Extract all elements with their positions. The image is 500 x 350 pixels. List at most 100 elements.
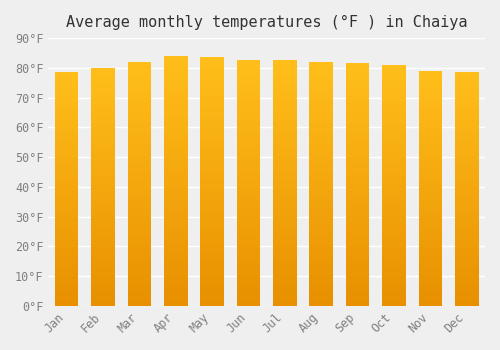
- Bar: [382, 201, 406, 203]
- Bar: [91, 264, 115, 267]
- Bar: [455, 265, 478, 268]
- Bar: [346, 115, 370, 118]
- Bar: [128, 96, 151, 98]
- Bar: [91, 163, 115, 166]
- Bar: [128, 175, 151, 178]
- Bar: [128, 303, 151, 306]
- Bar: [54, 280, 78, 282]
- Bar: [418, 150, 442, 153]
- Bar: [236, 226, 260, 229]
- Bar: [164, 212, 188, 215]
- Bar: [91, 261, 115, 264]
- Bar: [418, 247, 442, 250]
- Bar: [273, 91, 296, 94]
- Bar: [455, 84, 478, 87]
- Bar: [164, 84, 188, 87]
- Bar: [164, 125, 188, 128]
- Bar: [91, 214, 115, 217]
- Bar: [128, 294, 151, 297]
- Bar: [128, 285, 151, 288]
- Bar: [455, 72, 478, 75]
- Bar: [418, 224, 442, 226]
- Bar: [91, 83, 115, 86]
- Bar: [164, 156, 188, 159]
- Bar: [273, 281, 296, 284]
- Bar: [382, 264, 406, 267]
- Bar: [418, 265, 442, 268]
- Bar: [91, 148, 115, 151]
- Bar: [346, 109, 370, 112]
- Bar: [91, 172, 115, 175]
- Bar: [236, 241, 260, 245]
- Bar: [54, 230, 78, 233]
- Bar: [273, 300, 296, 303]
- Bar: [128, 80, 151, 83]
- Bar: [54, 102, 78, 104]
- Bar: [273, 122, 296, 125]
- Bar: [273, 85, 296, 88]
- Bar: [128, 193, 151, 196]
- Bar: [346, 200, 370, 203]
- Bar: [91, 92, 115, 94]
- Bar: [310, 248, 333, 251]
- Bar: [418, 186, 442, 188]
- Bar: [273, 269, 296, 272]
- Bar: [54, 116, 78, 119]
- Bar: [418, 253, 442, 256]
- Bar: [455, 271, 478, 274]
- Bar: [200, 163, 224, 166]
- Bar: [418, 174, 442, 177]
- Bar: [164, 121, 188, 125]
- Bar: [310, 162, 333, 166]
- Bar: [236, 128, 260, 131]
- Bar: [455, 294, 478, 297]
- Bar: [200, 281, 224, 284]
- Bar: [418, 268, 442, 271]
- Bar: [91, 225, 115, 229]
- Bar: [91, 100, 115, 104]
- Bar: [346, 118, 370, 121]
- Bar: [310, 285, 333, 288]
- Bar: [418, 203, 442, 206]
- Bar: [236, 82, 260, 85]
- Bar: [164, 234, 188, 237]
- Bar: [164, 59, 188, 62]
- Bar: [200, 296, 224, 300]
- Bar: [54, 218, 78, 221]
- Bar: [310, 226, 333, 230]
- Bar: [418, 282, 442, 285]
- Bar: [91, 252, 115, 255]
- Bar: [346, 154, 370, 158]
- Bar: [346, 72, 370, 76]
- Bar: [382, 209, 406, 212]
- Bar: [54, 236, 78, 239]
- Bar: [164, 262, 188, 265]
- Bar: [273, 94, 296, 97]
- Bar: [418, 127, 442, 130]
- Bar: [236, 85, 260, 88]
- Bar: [91, 94, 115, 98]
- Bar: [310, 108, 333, 111]
- Bar: [128, 275, 151, 278]
- Bar: [346, 173, 370, 176]
- Bar: [91, 187, 115, 190]
- Bar: [346, 182, 370, 184]
- Bar: [200, 129, 224, 132]
- Bar: [455, 157, 478, 160]
- Bar: [382, 276, 406, 279]
- Bar: [200, 259, 224, 262]
- Bar: [455, 250, 478, 253]
- Bar: [91, 184, 115, 187]
- Bar: [418, 100, 442, 103]
- Bar: [455, 239, 478, 241]
- Bar: [164, 87, 188, 90]
- Bar: [382, 155, 406, 158]
- Bar: [310, 114, 333, 117]
- Bar: [310, 214, 333, 217]
- Bar: [91, 258, 115, 261]
- Bar: [164, 272, 188, 275]
- Bar: [310, 86, 333, 89]
- Bar: [310, 281, 333, 285]
- Bar: [236, 235, 260, 238]
- Bar: [91, 208, 115, 211]
